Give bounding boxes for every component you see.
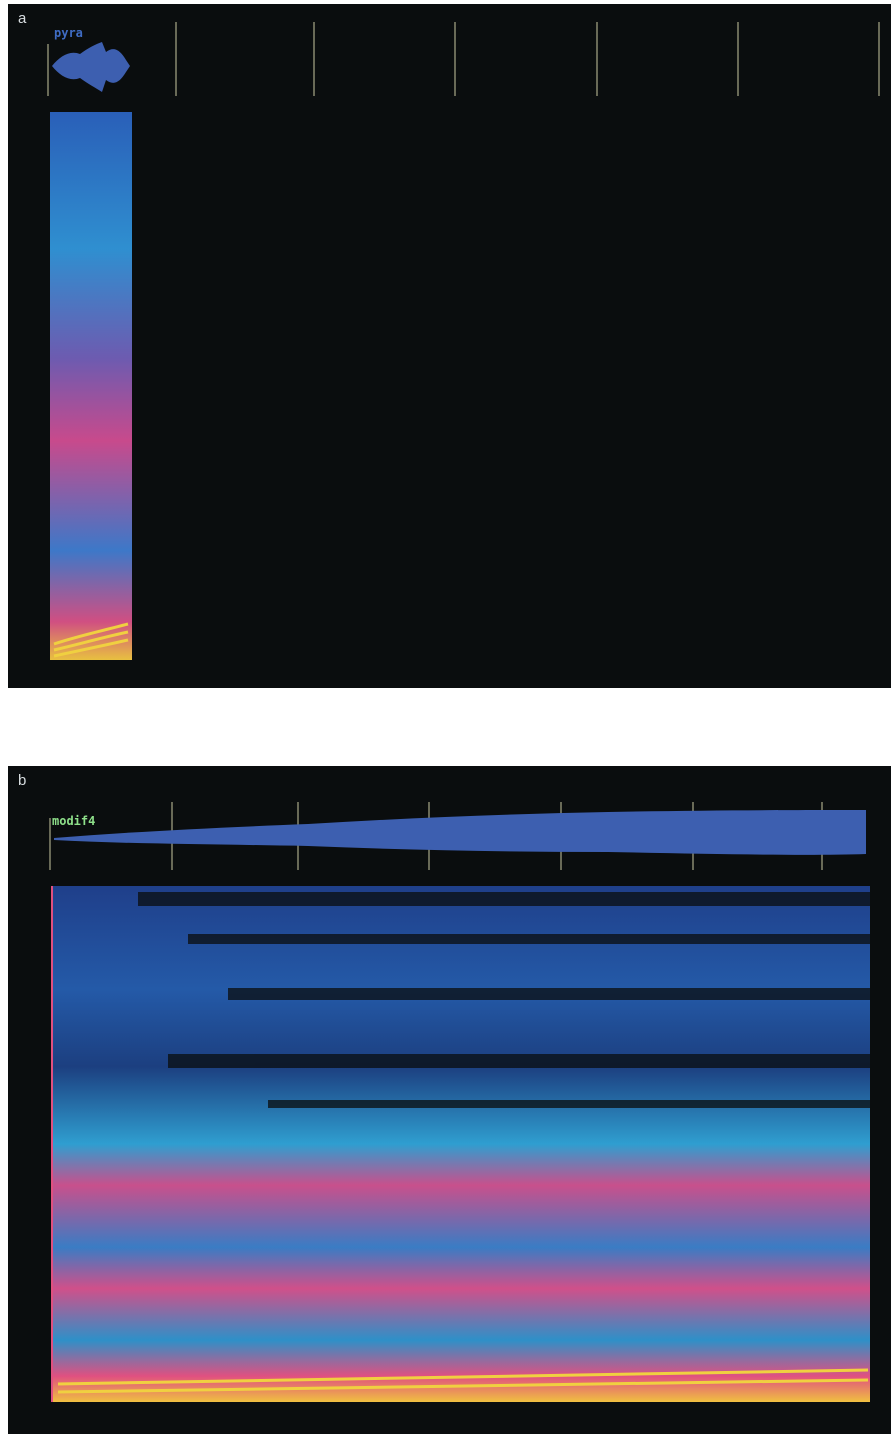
sonogram-canvas-a (47, 22, 880, 660)
time-ruler (47, 22, 880, 96)
panel-label-a: a (18, 10, 27, 27)
waveform (54, 810, 866, 855)
sonogram-panel-a: a pyra (8, 4, 891, 688)
track-name-label: pyra (54, 26, 83, 40)
waveform (52, 42, 130, 92)
sonogram-canvas-b (49, 802, 870, 1402)
sonogram-panel-b: b modif4 (8, 766, 891, 1434)
track-name-label: modif4 (52, 814, 96, 828)
spectrogram-b-dark-bands (138, 892, 870, 1108)
spectrogram-b (52, 886, 870, 1402)
spectrogram-a (50, 112, 132, 660)
spectrogram-a-partials (53, 622, 129, 658)
spectrogram-b-partials (57, 1368, 869, 1394)
panel-label-b: b (18, 772, 27, 789)
